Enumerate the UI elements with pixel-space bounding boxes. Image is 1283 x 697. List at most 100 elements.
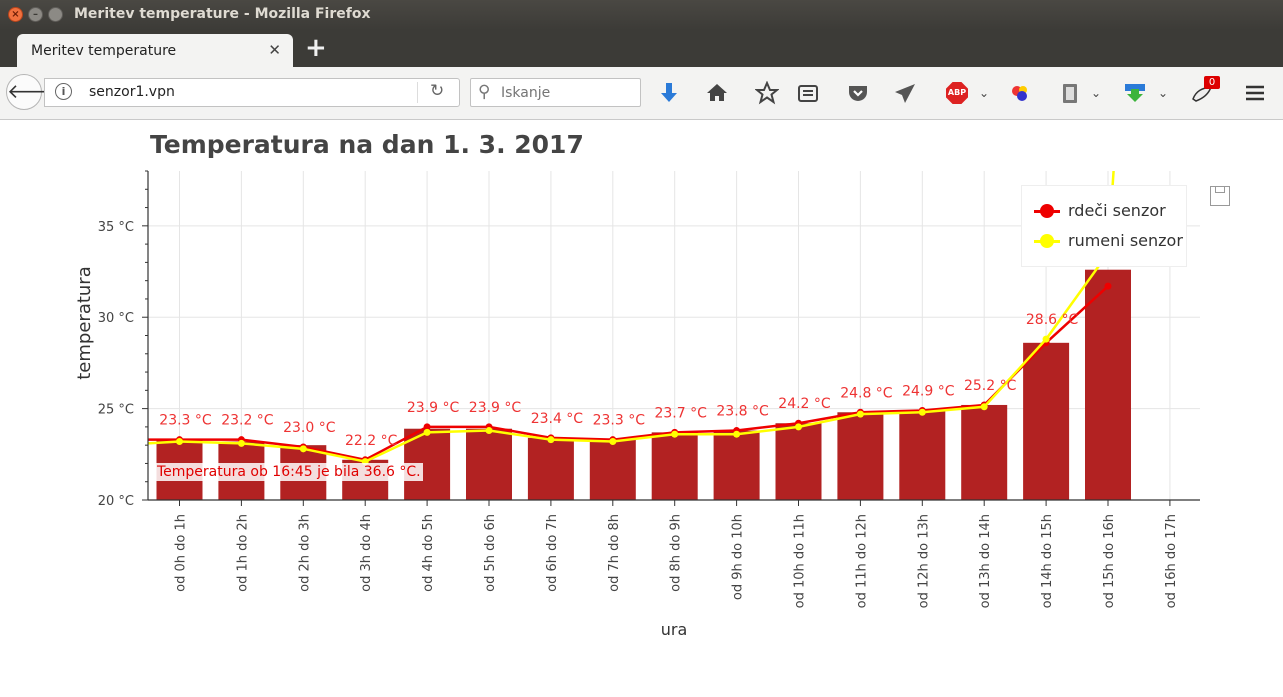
x-tick-label: od 8h do 9h [669,514,684,592]
data-label: 23.9 °C [407,400,460,416]
search-bar[interactable]: ⚲ [470,78,641,107]
data-labels: 23.3 °C 23.2 °C 23.0 °C 22.2 °C 23.9 °C 23.9 … [159,312,1078,449]
bookmark-star-icon[interactable] [755,81,779,105]
search-icon: ⚲ [478,82,491,102]
tab-close-icon[interactable]: ✕ [268,41,281,59]
window-minimize-button[interactable]: – [28,7,43,22]
data-label: 24.2 °C [778,396,831,412]
reading-list-icon[interactable] [796,81,820,105]
send-icon[interactable] [893,81,917,105]
bar [466,428,512,500]
series-point [1042,335,1050,343]
data-label: 22.2 °C [345,433,398,449]
x-tick-label: od 14h do 15h [1040,514,1055,608]
bar [1023,342,1070,500]
home-icon[interactable] [705,81,729,105]
tab-meritev-temperature[interactable]: Meritev temperature ✕ [17,34,293,67]
tab-label: Meritev temperature [31,43,177,59]
series-point [1104,282,1112,290]
series-point [733,430,741,438]
navigation-toolbar: 🡐 i senzor1.vpn ↻ ⚲ ABP ⌄ ⌄ ⌄ [0,67,1283,120]
y-tick-label: 25 °C [98,403,134,418]
x-tick-label: od 10h do 11h [793,514,808,608]
chart-legend: rdeči senzor rumeni senzor [1021,185,1187,267]
bar [1085,269,1131,500]
y-tick-label: 35 °C [98,220,134,235]
line-series [148,171,1115,466]
x-tick-label: od 4h do 5h [421,514,436,592]
data-label: 23.8 °C [716,404,769,420]
data-label: 24.9 °C [902,383,955,399]
x-tick-label: od 7h do 8h [607,514,622,592]
url-text[interactable]: senzor1.vpn [89,84,175,100]
pocket-icon[interactable] [846,81,870,105]
data-label: 23.2 °C [221,413,274,429]
series-point [547,436,555,444]
x-tick-label: od 3h do 4h [359,514,374,592]
data-label: 28.6 °C [1026,312,1079,328]
bar [527,437,574,500]
series-point [671,430,679,438]
legend-label-yellow: rumeni senzor [1068,231,1183,250]
tab-strip: Meritev temperature ✕ + [0,30,1283,67]
x-tick-label: od 12h do 13h [916,514,931,608]
window-maximize-button[interactable] [48,7,63,22]
x-tick-label: od 0h do 1h [174,514,189,592]
adblock-icon[interactable]: ABP [946,82,968,104]
window-title-bar: × – Meritev temperature - Mozilla Firefo… [0,0,1283,30]
series-point [795,423,802,431]
adblock-menu-chevron-icon[interactable]: ⌄ [978,86,990,100]
x-tick-label: od 13h do 14h [978,514,993,608]
clipboard-icon[interactable] [1058,81,1082,105]
data-label: 23.0 °C [283,420,336,436]
new-tab-button[interactable]: + [305,33,327,63]
data-label: 23.9 °C [469,400,522,416]
series-point [299,445,307,453]
data-label: 24.8 °C [840,385,893,401]
series-point [176,438,183,446]
series-point [237,439,245,447]
bar [713,430,760,500]
data-label: 23.3 °C [593,413,646,429]
legend-marker-yellow [1040,234,1054,248]
x-tick-label: od 1h do 2h [235,514,250,592]
bar [775,423,822,500]
temperature-annotation: Temperatura ob 16:45 je bila 36.6 °C. [155,463,423,481]
legend-label-red: rdeči senzor [1068,201,1166,220]
data-label: 23.7 °C [654,405,707,421]
notification-badge: 0 [1204,76,1220,89]
save-plot-icon-detail [1215,187,1225,193]
series-point [609,438,617,446]
window-close-button[interactable]: × [8,7,23,22]
chart-title: Temperatura na dan 1. 3. 2017 [150,130,584,159]
x-tick-label: od 9h do 10h [731,514,746,600]
bar [961,404,1008,500]
data-label: 23.3 °C [159,413,212,429]
back-arrow-icon[interactable]: 🡐 [6,74,61,110]
series-line [148,171,1115,463]
info-icon[interactable]: i [55,83,72,100]
series-point [423,423,431,431]
bar [651,432,698,500]
download-icon[interactable] [657,81,681,105]
menu-icon[interactable] [1243,81,1267,105]
bar [589,439,636,500]
legend-marker-red [1040,204,1054,218]
download-helper-icon[interactable] [1123,81,1147,105]
search-input[interactable] [501,83,631,102]
colors-icon[interactable] [1008,81,1032,105]
x-tick-label: od 15h do 16h [1102,514,1117,608]
save-plot-icon[interactable] [1210,186,1230,206]
reload-icon[interactable]: ↻ [430,81,445,101]
clipboard-menu-chevron-icon[interactable]: ⌄ [1090,86,1102,100]
bar [899,410,946,500]
x-tick-label: od 16h do 17h [1164,514,1179,608]
url-bar[interactable]: i senzor1.vpn ↻ [44,78,460,107]
series-point [980,403,988,411]
x-tick-label: od 11h do 12h [854,514,869,608]
y-tick-label: 20 °C [98,494,134,509]
y-tick-label: 30 °C [98,311,134,326]
y-axis-label: temperatura [74,266,95,380]
download-helper-chevron-icon[interactable]: ⌄ [1157,86,1169,100]
x-axis-label: ura [661,620,688,639]
